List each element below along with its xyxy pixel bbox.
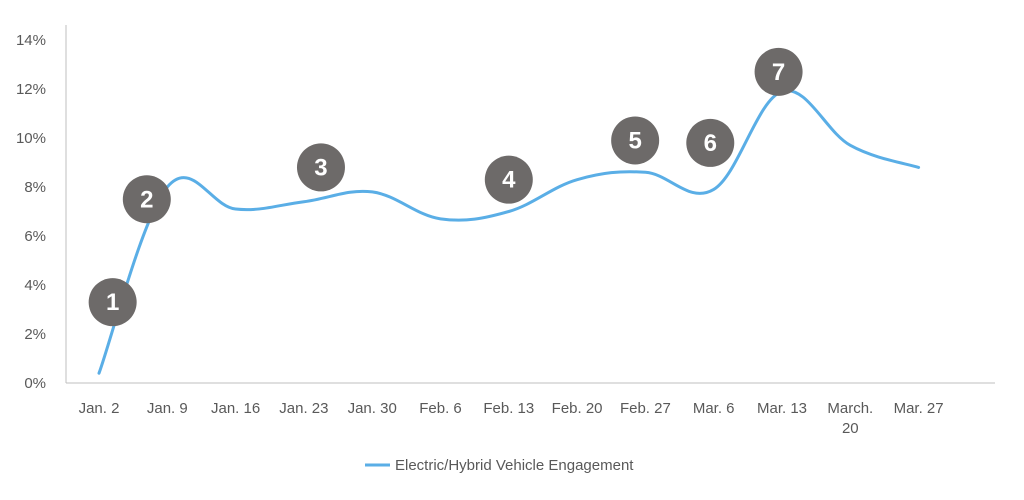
x-tick-label: Feb. 27 — [620, 400, 671, 417]
x-tick-label: Mar. 6 — [693, 400, 735, 417]
series-line-electric-hybrid — [97, 89, 921, 375]
x-tick-label: Feb. 13 — [483, 400, 534, 417]
annotation-marker-label: 6 — [704, 130, 717, 157]
annotation-marker-label: 4 — [502, 167, 516, 194]
annotation-marker: 4 — [484, 155, 533, 204]
y-tick-label: 6% — [24, 228, 46, 245]
y-tick-label: 8% — [24, 179, 46, 196]
y-tick-label: 12% — [16, 81, 46, 98]
annotation-marker-circle — [754, 47, 803, 96]
annotation-marker-label: 1 — [106, 289, 119, 316]
y-tick-label: 10% — [16, 130, 46, 147]
annotation-marker-circle — [611, 116, 660, 165]
x-tick-label: Jan. 9 — [147, 400, 188, 417]
x-tick-label: March. 20 — [827, 400, 873, 437]
annotation-marker: 7 — [754, 47, 803, 96]
x-tick-label: Jan. 23 — [279, 400, 328, 417]
x-tick-label: Jan. 30 — [348, 400, 397, 417]
annotation-marker-label: 7 — [772, 59, 785, 86]
x-tick-label: Mar. 27 — [894, 400, 944, 417]
annotation-marker-label: 5 — [628, 127, 641, 154]
annotation-marker-circle — [88, 278, 137, 327]
y-tick-label: 14% — [16, 32, 46, 49]
annotation-marker-label: 3 — [314, 154, 327, 181]
annotation-marker: 2 — [122, 175, 171, 224]
x-tick-label: Jan. 16 — [211, 400, 260, 417]
annotation-marker: 1 — [88, 278, 137, 327]
annotation-marker: 6 — [686, 118, 735, 167]
x-tick-label: Jan. 2 — [79, 400, 120, 417]
y-tick-label: 2% — [24, 326, 46, 343]
y-tick-label: 4% — [24, 277, 46, 294]
annotation-marker-circle — [122, 175, 171, 224]
x-axis-ticks: Jan. 2 Jan. 9 Jan. 16 Jan. 23 Jan. 30 Feb. 6 F… — [79, 400, 944, 437]
x-tick-label: Mar. 13 — [757, 400, 807, 417]
annotation-marker-label: 2 — [140, 186, 153, 213]
x-tick-label: Feb. 20 — [552, 400, 603, 417]
y-axis-ticks: 0% 2% 4% 6% 8% 10% 12% 14% — [16, 32, 46, 392]
annotation-markers: 1 2 3 4 5 6 7 — [88, 47, 803, 327]
x-tick-label: Feb. 6 — [419, 400, 462, 417]
annotation-marker-circle — [686, 118, 735, 167]
legend: Electric/Hybrid Vehicle Engagement — [365, 457, 634, 474]
legend-label: Electric/Hybrid Vehicle Engagement — [395, 457, 634, 474]
annotation-marker: 3 — [296, 143, 345, 192]
annotation-marker-circle — [296, 143, 345, 192]
y-tick-label: 0% — [24, 375, 46, 392]
annotation-marker-circle — [484, 155, 533, 204]
annotation-marker: 5 — [611, 116, 660, 165]
